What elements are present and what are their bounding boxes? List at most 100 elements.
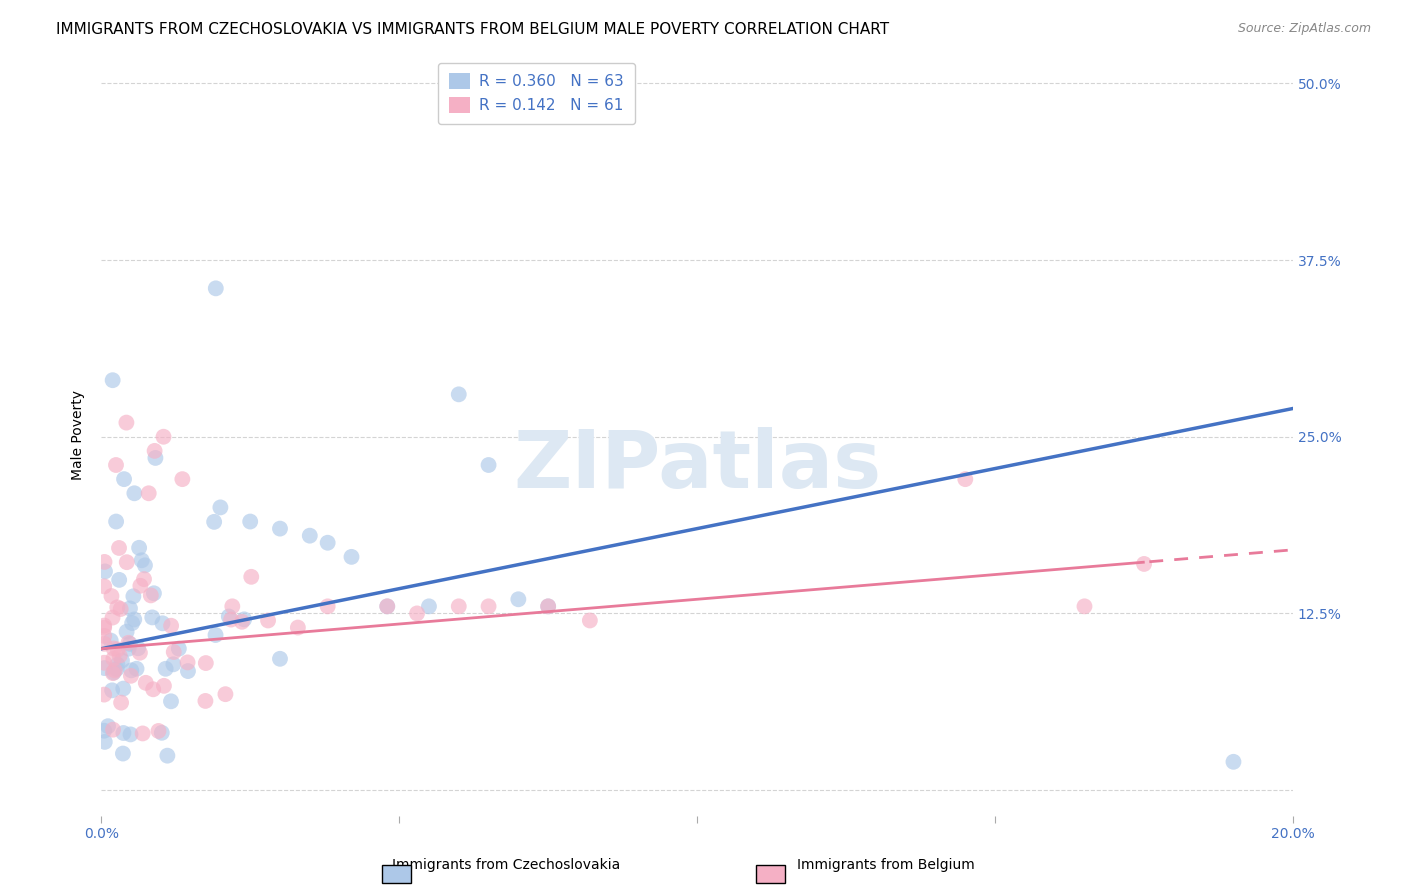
Point <box>93 579 115 593</box>
Point <box>127 641 149 656</box>
Point <box>117 636 139 650</box>
Point <box>138 486 160 500</box>
Point <box>118 637 141 651</box>
Point <box>508 592 530 607</box>
Point <box>537 599 560 614</box>
Point <box>150 726 173 740</box>
Point <box>269 522 291 536</box>
Point <box>94 735 117 749</box>
Point <box>316 599 339 614</box>
Point <box>112 472 135 486</box>
Point <box>202 515 225 529</box>
Point <box>447 387 470 401</box>
Text: Source: ZipAtlas.com: Source: ZipAtlas.com <box>1237 22 1371 36</box>
Point <box>132 572 155 586</box>
Point <box>100 589 122 603</box>
Point <box>153 679 176 693</box>
Text: IMMIGRANTS FROM CZECHOSLOVAKIA VS IMMIGRANTS FROM BELGIUM MALE POVERTY CORRELATI: IMMIGRANTS FROM CZECHOSLOVAKIA VS IMMIGR… <box>56 22 890 37</box>
Point <box>120 727 142 741</box>
Point <box>131 726 153 740</box>
Point <box>129 646 152 660</box>
Point <box>239 515 262 529</box>
Point <box>233 612 256 626</box>
Point <box>340 549 363 564</box>
Point <box>1222 755 1244 769</box>
Point <box>209 500 232 515</box>
Point <box>1133 557 1156 571</box>
Point <box>101 373 124 387</box>
Point <box>231 615 253 629</box>
Point <box>103 652 125 666</box>
Point <box>477 458 499 472</box>
Point <box>101 610 124 624</box>
Point <box>93 688 115 702</box>
Point <box>579 614 602 628</box>
Point <box>93 618 115 632</box>
Point <box>375 599 398 614</box>
Point <box>103 665 125 680</box>
Point <box>93 621 115 635</box>
Point <box>120 669 142 683</box>
Point <box>105 458 128 472</box>
Point <box>129 579 152 593</box>
Point <box>105 515 128 529</box>
Point <box>93 656 115 670</box>
Point <box>101 666 124 681</box>
Point <box>955 472 977 486</box>
Point <box>141 610 163 624</box>
Point <box>167 641 190 656</box>
Point <box>143 443 166 458</box>
Point <box>115 416 138 430</box>
Point <box>124 486 146 500</box>
Point <box>287 621 309 635</box>
Point <box>176 656 198 670</box>
Point <box>240 570 263 584</box>
Point <box>100 633 122 648</box>
Point <box>298 529 321 543</box>
Point <box>221 599 243 614</box>
Point <box>108 573 131 587</box>
Point <box>112 681 135 696</box>
Point <box>93 661 115 675</box>
Point <box>160 618 183 632</box>
Point <box>94 565 117 579</box>
Point <box>155 662 177 676</box>
Point <box>108 648 131 663</box>
Point <box>111 747 134 761</box>
Point <box>107 642 129 657</box>
Point <box>134 558 156 573</box>
Point <box>172 472 194 486</box>
Point <box>142 586 165 600</box>
Point <box>537 599 560 614</box>
Point <box>93 555 115 569</box>
Point <box>148 723 170 738</box>
Point <box>204 281 226 295</box>
Point <box>111 654 134 668</box>
Point <box>145 450 167 465</box>
Point <box>1073 599 1095 614</box>
Point <box>93 629 115 643</box>
Point <box>122 612 145 626</box>
Point <box>110 696 132 710</box>
Y-axis label: Male Poverty: Male Poverty <box>72 391 86 480</box>
Point <box>104 664 127 678</box>
Text: Immigrants from Belgium: Immigrants from Belgium <box>797 858 974 872</box>
Point <box>135 675 157 690</box>
Point <box>163 645 186 659</box>
Point <box>177 664 200 678</box>
Point <box>219 613 242 627</box>
Point <box>101 723 124 737</box>
Point <box>108 541 131 555</box>
Point <box>110 602 132 616</box>
Point <box>128 541 150 555</box>
Point <box>125 662 148 676</box>
Point <box>142 682 165 697</box>
Point <box>115 555 138 569</box>
Point <box>316 535 339 549</box>
Point <box>105 662 128 676</box>
Text: Immigrants from Czechoslovakia: Immigrants from Czechoslovakia <box>392 858 620 872</box>
Point <box>105 600 128 615</box>
Point <box>406 607 429 621</box>
Point <box>218 609 240 624</box>
Point <box>93 637 115 651</box>
